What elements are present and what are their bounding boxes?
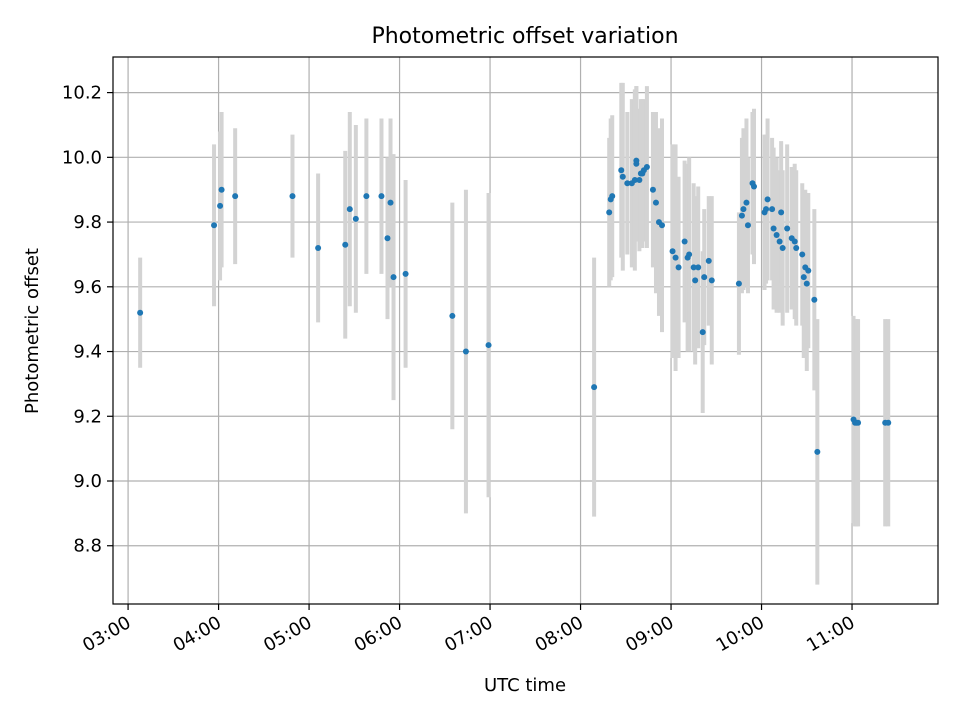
data-point [217, 202, 224, 209]
data-point [609, 193, 616, 200]
x-axis-label: UTC time [484, 675, 566, 696]
data-point [690, 264, 697, 271]
y-tick-label: 9.2 [73, 406, 102, 427]
x-tick-label: 03:00 [79, 612, 134, 656]
data-point [778, 209, 785, 216]
data-point [773, 232, 780, 239]
y-tick-label: 9.8 [73, 212, 102, 233]
x-tick-label: 05:00 [260, 612, 315, 656]
data-point [675, 264, 682, 271]
x-tick-label: 10:00 [713, 612, 768, 656]
data-point [211, 222, 218, 229]
data-point [633, 160, 640, 167]
data-point [705, 257, 712, 264]
data-point [346, 206, 353, 213]
data-point [624, 180, 631, 187]
data-point [793, 244, 800, 251]
data-point [658, 222, 665, 229]
data-point [631, 176, 638, 183]
y-axis-label: Photometric offset [22, 248, 43, 414]
data-point [462, 348, 469, 355]
data-points [137, 157, 892, 455]
data-point [735, 280, 742, 287]
data-point [681, 238, 688, 245]
y-tick-label: 9.4 [73, 342, 102, 363]
data-point [485, 342, 492, 349]
data-point [606, 209, 613, 216]
data-point [672, 254, 679, 261]
data-point [137, 309, 144, 316]
data-point [649, 186, 656, 193]
data-point [885, 419, 892, 426]
y-tick-label: 10.2 [62, 83, 102, 104]
data-point [770, 225, 777, 232]
data-point [342, 241, 349, 248]
y-tick-label: 9.0 [73, 471, 102, 492]
x-tick-label: 07:00 [441, 612, 496, 656]
data-point [643, 164, 650, 171]
x-tick-label: 04:00 [170, 612, 225, 656]
y-tick-label: 10.0 [62, 147, 102, 168]
data-point [669, 248, 676, 255]
data-point [740, 206, 747, 213]
data-point [652, 199, 659, 206]
data-point [363, 193, 370, 200]
data-point [855, 419, 862, 426]
data-point [390, 274, 397, 281]
data-point [695, 264, 702, 271]
data-point [384, 235, 391, 242]
data-point [814, 448, 821, 455]
data-point [352, 215, 359, 222]
y-tick-label: 9.6 [73, 277, 102, 298]
data-point [764, 196, 771, 203]
data-point [744, 222, 751, 229]
data-point [591, 384, 598, 391]
chart-title: Photometric offset variation [371, 24, 678, 49]
data-point [289, 193, 296, 200]
data-point [699, 329, 706, 336]
data-point [619, 173, 626, 180]
x-tick-label: 11:00 [803, 612, 858, 656]
data-point [784, 225, 791, 232]
data-point [218, 186, 225, 193]
data-point [636, 176, 643, 183]
error-bars [138, 82, 891, 585]
data-point [686, 251, 693, 258]
data-point [387, 199, 394, 206]
x-tick-label: 06:00 [351, 612, 406, 656]
x-tick-label: 09:00 [622, 612, 677, 656]
data-point [692, 277, 699, 284]
y-axis-ticks: 8.8 9.0 9.2 9.4 9.6 9.8 10.0 10.2 [62, 83, 113, 557]
data-point [776, 238, 783, 245]
x-tick-label: 08:00 [532, 612, 587, 656]
data-point [800, 274, 807, 281]
data-point [378, 193, 385, 200]
data-point [779, 244, 786, 251]
data-point [805, 267, 812, 274]
data-point [701, 274, 708, 281]
x-axis-ticks: 03:00 04:00 05:00 06:00 07:00 08:00 09:00 10:00… [79, 604, 859, 656]
data-point [811, 296, 818, 303]
data-point [743, 199, 750, 206]
data-point [738, 212, 745, 219]
data-point [769, 206, 776, 213]
data-point [799, 251, 806, 258]
data-point [315, 244, 322, 251]
data-point [791, 238, 798, 245]
y-tick-label: 8.8 [73, 536, 102, 557]
data-point [449, 312, 456, 319]
data-point [750, 183, 757, 190]
data-point [803, 280, 810, 287]
plot-frame [112, 56, 939, 605]
data-point [402, 270, 409, 277]
data-point [232, 193, 239, 200]
data-point [708, 277, 715, 284]
data-point [618, 167, 625, 174]
data-point [763, 206, 770, 213]
